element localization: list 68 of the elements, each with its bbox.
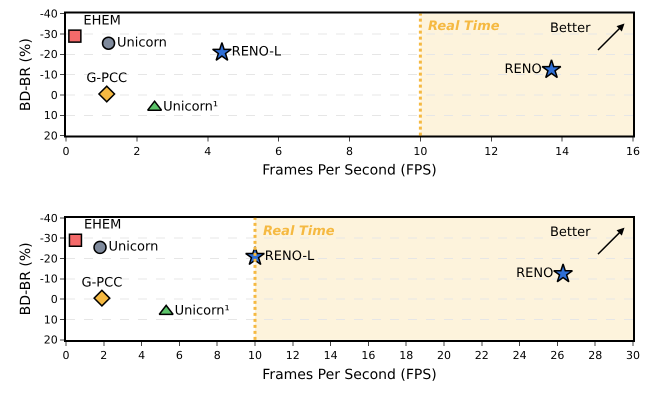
x-tick-label: 4	[204, 144, 212, 158]
y-tick-label: -10	[40, 272, 58, 286]
x-tick-label: 12	[286, 349, 300, 362]
x-tick-label: 2	[133, 144, 140, 158]
x-tick-label: 6	[275, 144, 282, 158]
y-tick-label: -20	[40, 252, 58, 266]
x-tick-label: 10	[248, 349, 262, 362]
x-tick-label: 14	[555, 144, 570, 158]
y-tick-label: -30	[40, 232, 58, 246]
x-tick-label: 0	[62, 144, 70, 158]
x-tick-label: 20	[437, 349, 451, 362]
x-tick-label: 22	[474, 349, 489, 362]
x-tick-label: 18	[399, 349, 414, 362]
y-tick-label: 20	[44, 334, 58, 347]
point	[68, 234, 82, 247]
x-tick-label: 24	[512, 349, 527, 362]
y-tick-label: 0	[50, 293, 58, 306]
y-tick-label: -40	[40, 8, 58, 21]
point	[68, 29, 82, 43]
y-axis-title: BD-BR (%)	[18, 242, 34, 316]
y-tick-label: -20	[40, 48, 58, 62]
y-tick-label: 10	[44, 313, 58, 326]
series-label: Unicorn	[117, 35, 167, 50]
point	[93, 290, 110, 307]
x-tick-label: 10	[413, 144, 428, 158]
x-tick-label: 6	[176, 349, 183, 362]
x-axis-title: Frames Per Second (FPS)	[262, 162, 437, 179]
y-tick-label: -40	[40, 212, 58, 225]
series-label: EHEM	[84, 218, 122, 232]
point	[93, 240, 107, 254]
point	[553, 263, 574, 282]
y-tick-label: 20	[44, 130, 58, 143]
x-tick-label: 4	[138, 349, 146, 362]
y-axis-title: BD-BR (%)	[18, 38, 34, 112]
series-label: Unicorn¹	[174, 304, 230, 319]
x-tick-label: 0	[62, 349, 70, 362]
x-tick-label: 12	[484, 144, 498, 158]
x-tick-label: 16	[626, 144, 640, 158]
x-tick-label: 2	[100, 349, 108, 362]
x-tick-label: 8	[214, 349, 221, 362]
series-label: Unicorn	[108, 240, 158, 255]
series-label: RENO-L	[232, 44, 282, 60]
series-label: EHEM	[83, 13, 121, 28]
point	[212, 42, 232, 62]
annotation: Better	[550, 225, 592, 240]
series-label: G-PCC	[86, 71, 128, 86]
x-tick-label: 8	[346, 144, 353, 158]
series-label: RENO	[516, 266, 554, 282]
x-tick-label: 28	[588, 349, 602, 362]
series-label: RENO	[504, 62, 542, 77]
x-tick-label: 30	[626, 349, 640, 362]
x-tick-label: 26	[550, 349, 564, 362]
point	[98, 85, 116, 103]
band-label: Real Time	[428, 19, 500, 34]
y-tick-label: 10	[44, 109, 58, 122]
series-label: G-PCC	[82, 275, 122, 290]
series-label: Unicorn¹	[163, 99, 218, 114]
x-tick-label: 14	[324, 349, 338, 362]
point	[541, 59, 562, 78]
point	[102, 36, 116, 50]
annotation: Better	[550, 21, 592, 36]
x-tick-label: 16	[361, 349, 376, 362]
band-label: Real Time	[263, 224, 335, 239]
y-tick-label: -30	[40, 28, 58, 41]
y-tick-label: -10	[40, 68, 58, 82]
y-tick-label: 0	[50, 88, 58, 102]
series-label: RENO-L	[264, 248, 316, 264]
x-axis-title: Frames Per Second (FPS)	[262, 366, 437, 383]
